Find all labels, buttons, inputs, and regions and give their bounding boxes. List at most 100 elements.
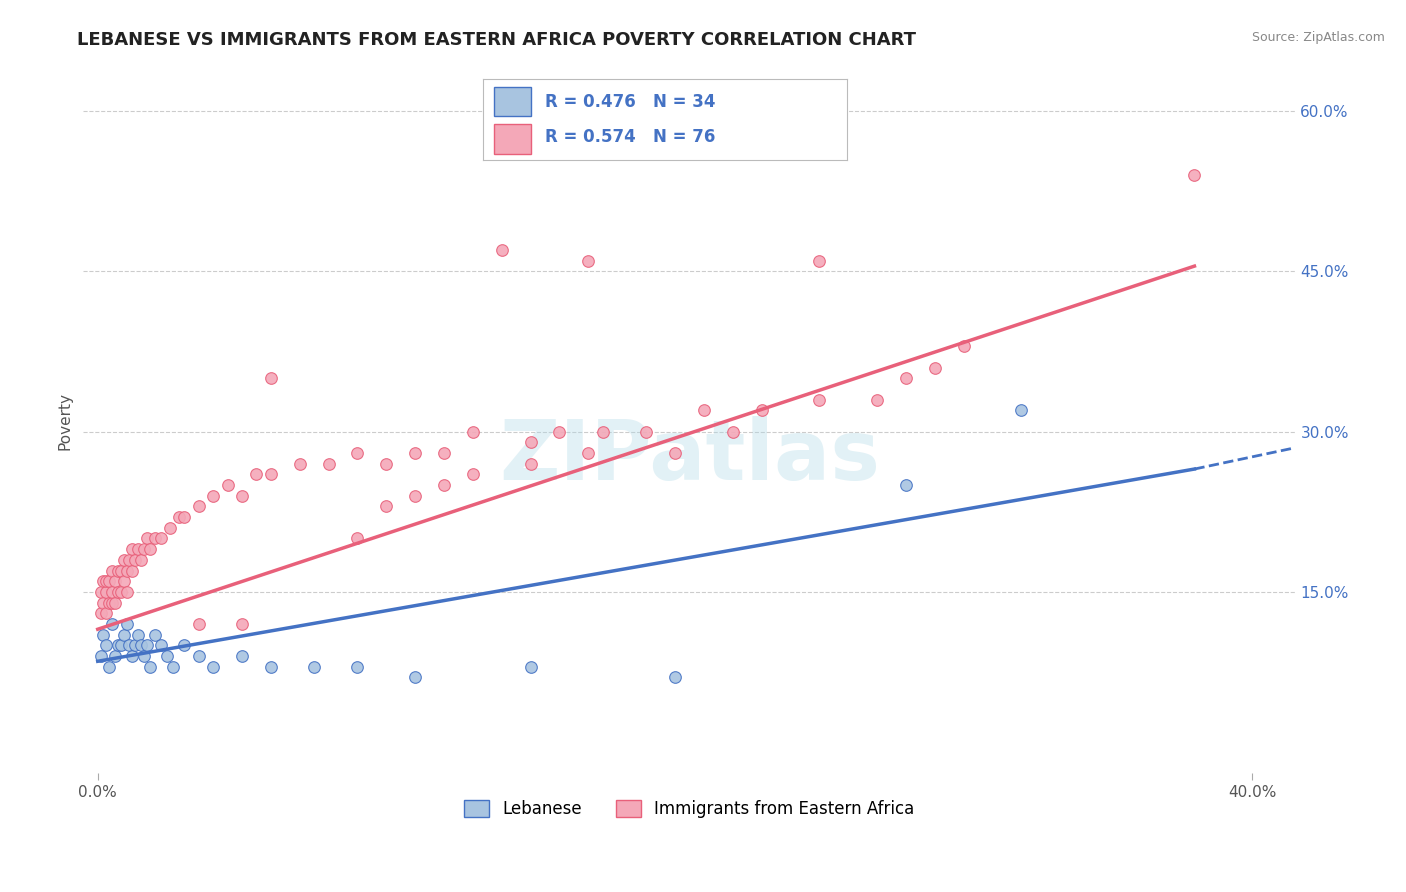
Point	[124, 553, 146, 567]
Point	[90, 606, 112, 620]
Point	[808, 253, 831, 268]
Point	[145, 627, 167, 641]
Text: LEBANESE VS IMMIGRANTS FROM EASTERN AFRICA POVERTY CORRELATION CHART: LEBANESE VS IMMIGRANTS FROM EASTERN AFRI…	[77, 31, 917, 49]
Point	[107, 638, 129, 652]
Point	[187, 500, 209, 514]
Point	[159, 521, 181, 535]
Point	[894, 371, 917, 385]
Point	[217, 478, 239, 492]
Point	[202, 489, 225, 503]
Point	[121, 542, 143, 557]
Point	[404, 489, 426, 503]
Legend: Lebanese, Immigrants from Eastern Africa: Lebanese, Immigrants from Eastern Africa	[458, 794, 921, 825]
Point	[548, 425, 571, 439]
Point	[404, 670, 426, 684]
Point	[433, 446, 456, 460]
Point	[96, 638, 118, 652]
Text: Source: ZipAtlas.com: Source: ZipAtlas.com	[1251, 31, 1385, 45]
Point	[721, 425, 744, 439]
Point	[104, 574, 127, 589]
Point	[129, 553, 152, 567]
Point	[231, 616, 253, 631]
Point	[121, 648, 143, 663]
Point	[202, 659, 225, 673]
Point	[245, 467, 267, 482]
Point	[576, 446, 599, 460]
Point	[150, 532, 173, 546]
Point	[519, 659, 541, 673]
Point	[404, 446, 426, 460]
Point	[132, 648, 155, 663]
Point	[519, 457, 541, 471]
Point	[112, 553, 135, 567]
Point	[260, 371, 283, 385]
Point	[138, 659, 160, 673]
Point	[98, 595, 121, 609]
Point	[187, 648, 209, 663]
Point	[952, 339, 974, 353]
Point	[1184, 169, 1206, 183]
Point	[115, 585, 138, 599]
Point	[231, 648, 253, 663]
Point	[150, 638, 173, 652]
Point	[156, 648, 179, 663]
Point	[288, 457, 311, 471]
Point	[101, 595, 124, 609]
Point	[107, 564, 129, 578]
Point	[101, 616, 124, 631]
Y-axis label: Poverty: Poverty	[58, 392, 72, 450]
Point	[894, 478, 917, 492]
Point	[924, 360, 946, 375]
Point	[162, 659, 184, 673]
Point	[96, 585, 118, 599]
Point	[231, 489, 253, 503]
Point	[127, 542, 149, 557]
Point	[101, 564, 124, 578]
Point	[110, 564, 132, 578]
Point	[98, 574, 121, 589]
Point	[118, 638, 141, 652]
Point	[167, 510, 190, 524]
Point	[173, 510, 195, 524]
Point	[346, 659, 368, 673]
Point	[318, 457, 340, 471]
Point	[260, 659, 283, 673]
Point	[90, 585, 112, 599]
Point	[104, 648, 127, 663]
Point	[346, 532, 368, 546]
Point	[260, 467, 283, 482]
Point	[138, 542, 160, 557]
Point	[98, 659, 121, 673]
Point	[96, 606, 118, 620]
Point	[751, 403, 773, 417]
Point	[519, 435, 541, 450]
Point	[101, 585, 124, 599]
Point	[110, 585, 132, 599]
Point	[173, 638, 195, 652]
Point	[375, 457, 398, 471]
Point	[576, 253, 599, 268]
Point	[135, 532, 157, 546]
Point	[93, 595, 115, 609]
Point	[664, 446, 686, 460]
Point	[93, 574, 115, 589]
Point	[636, 425, 658, 439]
Point	[127, 627, 149, 641]
Point	[104, 595, 127, 609]
Point	[115, 616, 138, 631]
Point	[693, 403, 716, 417]
Point	[461, 467, 484, 482]
Point	[187, 616, 209, 631]
Point	[375, 500, 398, 514]
Point	[1010, 403, 1032, 417]
Point	[107, 585, 129, 599]
Point	[302, 659, 325, 673]
Point	[664, 670, 686, 684]
Point	[96, 574, 118, 589]
Point	[112, 627, 135, 641]
Point	[346, 446, 368, 460]
Point	[93, 627, 115, 641]
Point	[592, 425, 614, 439]
Point	[866, 392, 889, 407]
Point	[110, 638, 132, 652]
